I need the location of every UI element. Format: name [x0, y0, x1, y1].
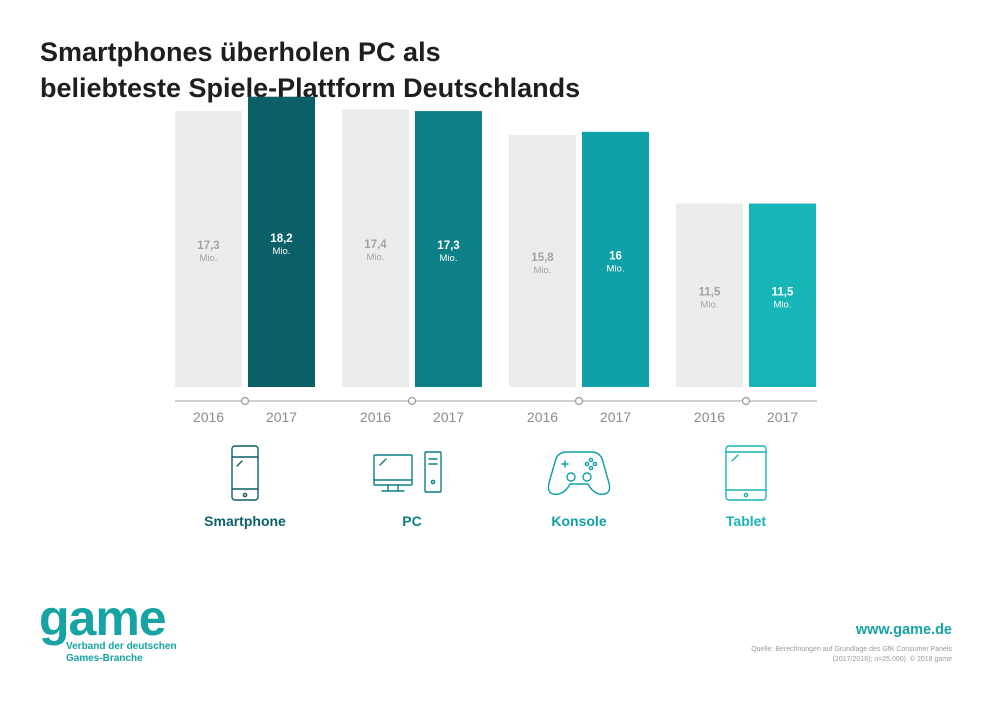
unit-label-pc-2017: Mio. — [440, 253, 458, 264]
axis-marker — [574, 396, 584, 406]
year-label-pc-2017: 2017 — [433, 409, 464, 425]
bar-pc-2016 — [342, 109, 409, 387]
bar-konsole-2017 — [582, 131, 649, 387]
year-label-pc-2016: 2016 — [360, 409, 391, 425]
website-link[interactable]: www.game.de — [855, 622, 952, 638]
phone-glare — [236, 460, 243, 467]
unit-label-smartphone-2017: Mio. — [273, 246, 291, 257]
axis-marker — [407, 396, 417, 406]
tagline-line-2: Games-Branche — [66, 653, 143, 664]
gamepad-icon — [547, 451, 611, 495]
bar-tablet-2017 — [749, 203, 816, 387]
data-label-konsole-2017: 16 — [609, 250, 622, 262]
logo-tagline: Verband der deutschen Games-Branche — [66, 641, 177, 665]
year-label-tablet-2016: 2016 — [694, 409, 725, 425]
bar-smartphone-2017 — [248, 96, 315, 388]
tagline-line-1: Verband der deutschen — [66, 641, 177, 652]
bar-tablet-2016 — [676, 203, 743, 387]
source-note: Quelle: Berechnungen auf Grundlage des G… — [692, 645, 952, 665]
phone-body — [231, 445, 259, 501]
axis-marker — [741, 396, 751, 406]
gamepad-dpad — [561, 460, 569, 468]
bar-konsole-2016 — [509, 134, 576, 387]
year-label-tablet-2017: 2017 — [767, 409, 798, 425]
category-label-pc: PC — [402, 513, 421, 529]
chart-title: Smartphones überholen PC als beliebteste… — [40, 34, 580, 106]
gamepad-button — [584, 461, 590, 467]
data-label-pc-2016: 17,4 — [364, 239, 387, 251]
monitor-glare — [379, 458, 387, 466]
monitor — [373, 454, 413, 486]
axis-marker — [240, 396, 250, 406]
gamepad-body — [547, 451, 611, 495]
unit-label-tablet-2017: Mio. — [774, 299, 792, 310]
tablet-icon — [725, 445, 767, 501]
source-line-1: Quelle: Berechnungen auf Grundlage des G… — [751, 646, 952, 653]
tablet-glare — [731, 454, 739, 462]
tablet-button — [743, 492, 749, 498]
bar-chart: 17,3Mio.201618,2Mio.201717,4Mio.201617,3… — [175, 96, 817, 529]
bar-pc-2017 — [415, 111, 482, 387]
data-label-smartphone-2016: 17,3 — [197, 240, 219, 252]
game-logo: game — [39, 590, 167, 646]
gamepad-button — [588, 465, 594, 471]
year-label-smartphone-2016: 2016 — [193, 409, 224, 425]
tower — [424, 451, 442, 493]
year-label-konsole-2017: 2017 — [600, 409, 631, 425]
year-label-smartphone-2017: 2017 — [266, 409, 297, 425]
gamepad-button — [588, 457, 594, 463]
bar-smartphone-2016 — [175, 111, 242, 387]
unit-label-tablet-2016: Mio. — [701, 299, 719, 310]
data-label-konsole-2016: 15,8 — [531, 252, 554, 264]
title-line-1: Smartphones überholen PC als — [40, 37, 441, 67]
gamepad-button — [592, 461, 598, 467]
data-label-tablet-2017: 11,5 — [772, 286, 794, 298]
data-label-smartphone-2017: 18,2 — [270, 233, 292, 245]
source-line-2: (2017/2018); n=25.000). © 2018 game — [832, 656, 952, 663]
year-label-konsole-2016: 2016 — [527, 409, 558, 425]
unit-label-smartphone-2016: Mio. — [200, 253, 218, 264]
tablet-body — [725, 445, 767, 501]
unit-label-konsole-2016: Mio. — [534, 265, 552, 276]
gamepad-stick — [566, 472, 576, 482]
data-label-pc-2017: 17,3 — [437, 240, 459, 252]
category-label-smartphone: Smartphone — [204, 513, 286, 529]
pc-icon — [373, 451, 442, 493]
gamepad-stick — [582, 472, 592, 482]
unit-label-pc-2016: Mio. — [367, 252, 385, 263]
category-label-konsole: Konsole — [551, 513, 606, 529]
category-label-tablet: Tablet — [726, 513, 767, 529]
data-label-tablet-2016: 11,5 — [699, 286, 721, 298]
tower-button — [430, 479, 436, 485]
unit-label-konsole-2017: Mio. — [607, 263, 625, 274]
smartphone-icon — [231, 445, 259, 501]
phone-button — [242, 492, 248, 498]
